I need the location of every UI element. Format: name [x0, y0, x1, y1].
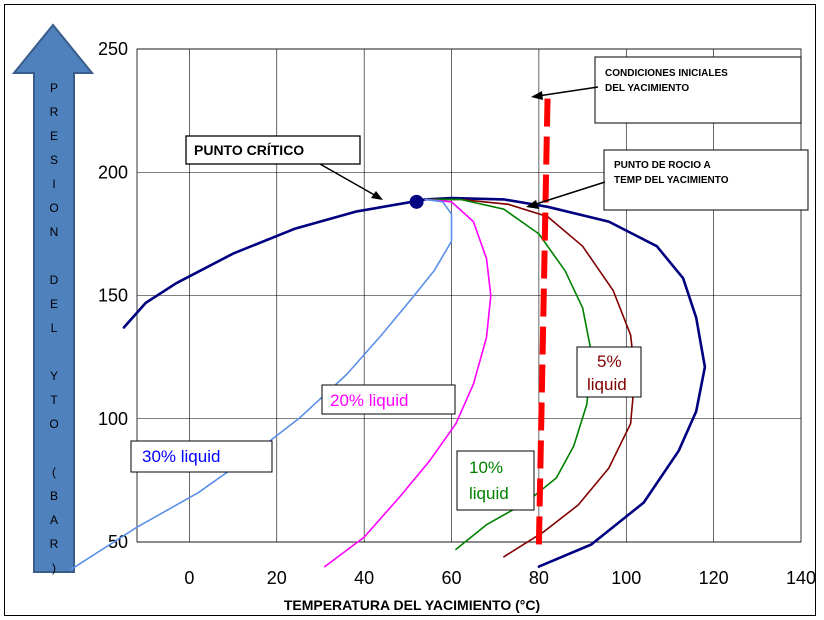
- label-10-text-1: 10%: [469, 458, 503, 477]
- y-axis-label-char: L: [51, 321, 58, 335]
- y-axis-label-char: E: [50, 129, 58, 143]
- label-5-liquid: 5% liquid: [576, 346, 642, 398]
- label-30-liquid: 30% liquid: [130, 440, 273, 473]
- x-tick-label: 100: [611, 568, 641, 588]
- x-tick-label: 40: [354, 568, 374, 588]
- label-10-liquid: 10% liquid: [456, 450, 535, 511]
- dew-point-callout: PUNTO DE ROCIO A TEMP DEL YACIMIENTO: [526, 149, 809, 211]
- label-5-text-2: liquid: [587, 375, 627, 394]
- y-axis-label-char: O: [49, 201, 58, 215]
- x-tick-label: 120: [699, 568, 729, 588]
- y-axis-label-char: ): [52, 561, 56, 575]
- x-axis-label: TEMPERATURA DEL YACIMIENTO (°C): [284, 597, 540, 613]
- label-20-liquid: 20% liquid: [321, 384, 456, 415]
- y-axis-label-char: E: [50, 297, 58, 311]
- label-5-text-1: 5%: [597, 352, 622, 371]
- y-tick-label: 100: [98, 409, 128, 429]
- x-tick-label: 0: [184, 568, 194, 588]
- y-tick-label: 150: [98, 286, 128, 306]
- label-30-text: 30% liquid: [142, 447, 220, 466]
- dew-point-line2: TEMP DEL YACIMIENTO: [614, 175, 729, 186]
- dew-point-line1: PUNTO DE ROCIO A: [614, 160, 711, 171]
- reservoir-path-line: [535, 93, 551, 545]
- critical-point-marker: [409, 194, 424, 209]
- series-phase-envelope: [122, 196, 707, 568]
- critical-point-callout: PUNTO CRÍTICO: [185, 135, 383, 200]
- y-tick-label: 250: [98, 39, 128, 59]
- y-tick-label: 200: [98, 162, 128, 182]
- y-axis-label-char: B: [50, 489, 58, 503]
- y-axis-label-char: N: [50, 225, 59, 239]
- y-axis-label-char: R: [50, 105, 59, 119]
- y-axis-label-char: P: [50, 81, 58, 95]
- y-axis-label-char: (: [52, 465, 56, 479]
- series-20-liquid: [324, 198, 492, 568]
- x-tick-label: 60: [442, 568, 462, 588]
- critical-point-label: PUNTO CRÍTICO: [194, 142, 304, 158]
- x-tick-label: 20: [267, 568, 287, 588]
- initial-conditions-line1: CONDICIONES INICIALES: [605, 68, 728, 79]
- y-axis-label-char: T: [50, 393, 58, 407]
- y-axis-label-char: A: [50, 513, 58, 527]
- x-tick-labels: 0 20 40 60 80 100 120 140: [184, 568, 816, 588]
- series-5-liquid: [424, 198, 636, 558]
- chart-frame: [4, 4, 816, 616]
- y-axis-label-char: O: [49, 417, 58, 431]
- label-10-text-2: liquid: [469, 484, 509, 503]
- x-tick-label: 80: [529, 568, 549, 588]
- y-axis-label-char: D: [50, 273, 59, 287]
- initial-conditions-line2: DEL YACIMIENTO: [605, 83, 689, 94]
- initial-conditions-callout: CONDICIONES INICIALES DEL YACIMIENTO: [531, 56, 802, 124]
- grid: [136, 48, 802, 543]
- x-tick-label: 140: [786, 568, 816, 588]
- y-axis-label-char: S: [50, 153, 58, 167]
- y-axis-label-char: I: [52, 177, 55, 191]
- label-20-text: 20% liquid: [330, 391, 408, 410]
- series-30-liquid: [70, 198, 453, 570]
- y-axis-label-char: Y: [50, 369, 58, 383]
- y-axis-label-char: R: [50, 537, 59, 551]
